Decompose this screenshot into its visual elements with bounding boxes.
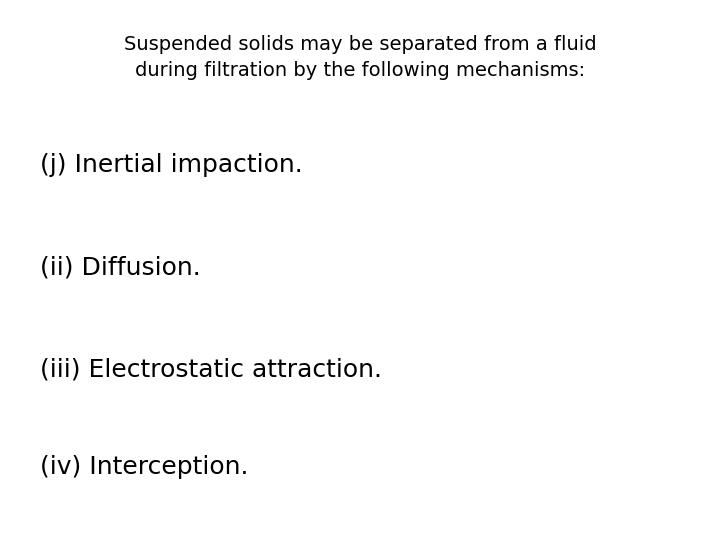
Text: (ii) Diffusion.: (ii) Diffusion.: [40, 255, 200, 279]
Text: Suspended solids may be separated from a fluid
during filtration by the followin: Suspended solids may be separated from a…: [124, 35, 596, 80]
Text: (j) Inertial impaction.: (j) Inertial impaction.: [40, 153, 302, 177]
Text: (iv) Interception.: (iv) Interception.: [40, 455, 248, 479]
Text: (iii) Electrostatic attraction.: (iii) Electrostatic attraction.: [40, 358, 382, 382]
